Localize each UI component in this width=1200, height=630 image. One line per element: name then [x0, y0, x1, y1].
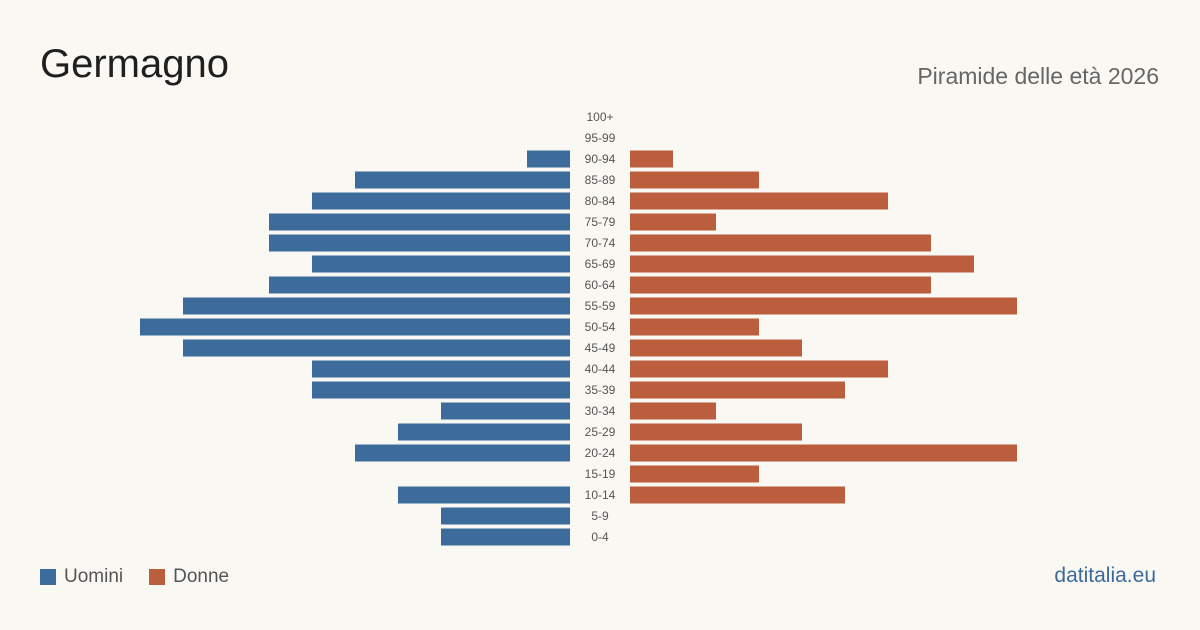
legend-item-men: Uomini	[40, 566, 123, 588]
legend-swatch-men	[40, 569, 56, 585]
bar-men-70-74[interactable]	[269, 234, 570, 252]
bar-women-25-29[interactable]	[630, 423, 802, 441]
bar-men-75-79[interactable]	[269, 213, 570, 231]
age-label-25-29: 25-29	[585, 425, 616, 439]
age-label-40-44: 40-44	[585, 362, 616, 376]
age-label-20-24: 20-24	[585, 446, 616, 460]
bar-men-25-29[interactable]	[398, 423, 570, 441]
bar-men-85-89[interactable]	[355, 171, 570, 189]
age-label-70-74: 70-74	[585, 236, 616, 250]
bar-men-10-14[interactable]	[398, 486, 570, 504]
bar-men-90-94[interactable]	[527, 150, 570, 168]
source-link[interactable]: datitalia.eu	[1054, 564, 1156, 587]
bar-men-40-44[interactable]	[312, 360, 570, 378]
bar-men-0-4[interactable]	[441, 528, 570, 546]
bar-men-65-69[interactable]	[312, 255, 570, 273]
legend-swatch-women	[149, 569, 166, 585]
age-label-90-94: 90-94	[585, 152, 616, 166]
bar-men-50-54[interactable]	[140, 318, 570, 336]
bar-men-80-84[interactable]	[312, 192, 570, 210]
bar-men-20-24[interactable]	[355, 444, 570, 462]
age-label-0-4: 0-4	[591, 530, 609, 544]
bar-women-35-39[interactable]	[630, 381, 845, 399]
bar-men-45-49[interactable]	[183, 339, 570, 357]
bar-women-50-54[interactable]	[630, 318, 759, 336]
age-label-55-59: 55-59	[585, 299, 616, 313]
age-label-15-19: 15-19	[585, 467, 616, 481]
bar-men-60-64[interactable]	[269, 276, 570, 294]
bar-men-30-34[interactable]	[441, 402, 570, 420]
bar-women-45-49[interactable]	[630, 339, 802, 357]
age-label-45-49: 45-49	[585, 341, 616, 355]
age-label-60-64: 60-64	[585, 278, 616, 292]
legend-label-women: Donne	[173, 566, 230, 587]
bar-women-85-89[interactable]	[630, 171, 759, 189]
legend-label-men: Uomini	[64, 566, 124, 587]
bar-women-30-34[interactable]	[630, 402, 716, 420]
bar-women-75-79[interactable]	[630, 213, 716, 231]
age-label-95-99: 95-99	[585, 131, 616, 145]
bar-men-55-59[interactable]	[183, 297, 570, 315]
chart-subtitle: Piramide delle età 2026	[917, 63, 1159, 89]
age-label-5-9: 5-9	[591, 509, 609, 523]
age-label-80-84: 80-84	[585, 194, 616, 208]
age-label-10-14: 10-14	[585, 488, 616, 502]
legend-item-women: Donne	[149, 566, 229, 588]
bar-women-65-69[interactable]	[630, 255, 974, 273]
age-label-75-79: 75-79	[585, 215, 616, 229]
page-title: Germagno	[40, 42, 229, 86]
bar-women-55-59[interactable]	[630, 297, 1017, 315]
bar-women-10-14[interactable]	[630, 486, 845, 504]
age-label-65-69: 65-69	[585, 257, 616, 271]
bar-women-40-44[interactable]	[630, 360, 888, 378]
bar-women-70-74[interactable]	[630, 234, 931, 252]
legend: Uomini Donne	[40, 566, 255, 588]
age-label-30-34: 30-34	[585, 404, 616, 418]
bar-women-80-84[interactable]	[630, 192, 888, 210]
bar-women-90-94[interactable]	[630, 150, 673, 168]
bar-women-20-24[interactable]	[630, 444, 1017, 462]
bar-women-60-64[interactable]	[630, 276, 931, 294]
age-label-50-54: 50-54	[585, 320, 616, 334]
age-label-85-89: 85-89	[585, 173, 616, 187]
bar-men-35-39[interactable]	[312, 381, 570, 399]
bar-women-15-19[interactable]	[630, 465, 759, 483]
age-label-100plus: 100+	[586, 110, 613, 124]
bar-men-5-9[interactable]	[441, 507, 570, 525]
age-label-35-39: 35-39	[585, 383, 616, 397]
